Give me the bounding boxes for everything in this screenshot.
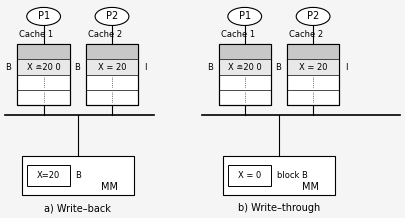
Text: B: B [207,63,213,72]
Circle shape [27,7,60,26]
Text: X = 20: X = 20 [299,63,327,72]
Bar [219,44,271,60]
Text: MM: MM [101,182,118,192]
Bar [223,156,335,195]
Bar [17,60,70,75]
Bar [27,165,70,186]
Text: X ≘20 0: X ≘20 0 [27,63,60,72]
Text: P2: P2 [106,12,118,21]
Text: B: B [74,63,80,72]
Bar [17,60,70,75]
Circle shape [228,7,262,26]
Bar [21,156,134,195]
Bar [219,60,271,75]
Text: MM: MM [302,182,319,192]
Text: block B: block B [277,171,307,180]
Bar [219,44,271,105]
Text: X ≘20 0: X ≘20 0 [228,63,262,72]
Text: Cache 2: Cache 2 [88,30,122,39]
Bar [17,44,70,105]
Text: I: I [144,63,147,72]
Bar [287,44,339,105]
Text: X = 20: X = 20 [98,63,126,72]
Text: X = 0: X = 0 [238,171,261,180]
Bar [219,60,271,75]
Text: Cache 2: Cache 2 [289,30,323,39]
Bar [17,44,70,105]
Text: P1: P1 [239,12,251,21]
Text: B: B [275,63,281,72]
Text: Cache 1: Cache 1 [221,30,255,39]
Text: P2: P2 [307,12,319,21]
Text: X=20: X=20 [37,171,60,180]
Bar [287,60,339,75]
Bar [86,44,138,105]
Bar [287,44,339,105]
Bar [287,60,339,75]
Circle shape [95,7,129,26]
Text: B: B [6,63,11,72]
Bar [219,44,271,105]
Text: I: I [345,63,348,72]
Bar [86,44,138,105]
Bar [287,44,339,60]
Text: a) Write–back: a) Write–back [45,203,111,213]
Bar [86,60,138,75]
Circle shape [296,7,330,26]
Bar [86,60,138,75]
Text: B: B [76,171,81,180]
Bar [228,165,271,186]
Text: b) Write–through: b) Write–through [238,203,320,213]
Bar [17,44,70,60]
Bar [86,44,138,60]
Text: Cache 1: Cache 1 [19,30,53,39]
Text: P1: P1 [38,12,50,21]
